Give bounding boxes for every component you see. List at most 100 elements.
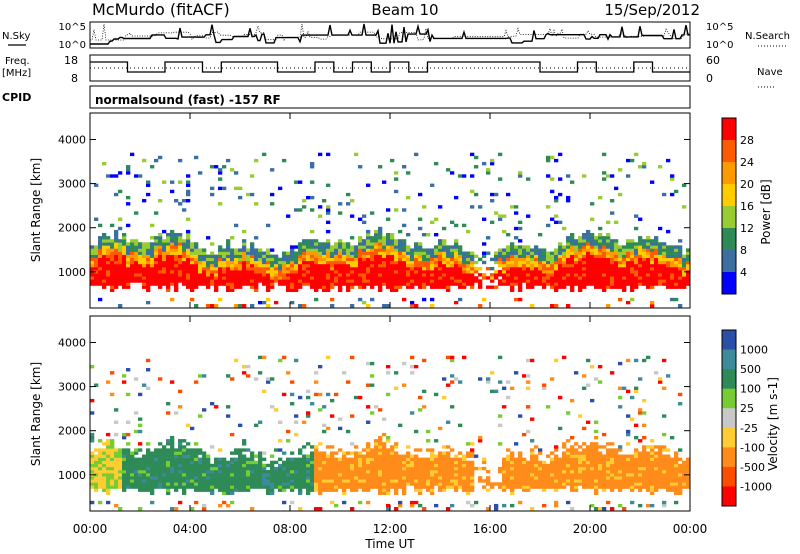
heatmap-cell — [350, 214, 355, 218]
heatmap-cell — [610, 174, 615, 178]
heatmap-cell — [238, 285, 243, 289]
heatmap-cell — [646, 469, 651, 474]
heatmap-cell — [306, 273, 311, 277]
heatmap-cell — [274, 260, 279, 265]
heatmap-cell — [510, 463, 515, 468]
heatmap-cell — [654, 476, 659, 480]
heatmap-cell — [598, 485, 603, 489]
cpid-text: normalsound (fast) -157 RF — [95, 93, 281, 107]
heatmap-cell — [166, 276, 171, 280]
heatmap-cell — [406, 479, 411, 483]
heatmap-cell — [534, 279, 539, 283]
heatmap-cell — [122, 273, 127, 277]
heatmap-cell — [382, 304, 387, 308]
heatmap-cell — [206, 276, 211, 280]
heatmap-cell — [362, 300, 367, 305]
heatmap-cell — [118, 276, 123, 280]
heatmap-cell — [94, 479, 99, 483]
heatmap-cell — [598, 273, 603, 277]
heatmap-cell — [382, 485, 387, 489]
heatmap-cell — [326, 257, 331, 262]
heatmap-cell — [610, 266, 615, 271]
heatmap-cell — [610, 485, 615, 489]
heatmap-cell — [170, 279, 175, 283]
heatmap-cell — [178, 445, 183, 449]
heatmap-cell — [154, 257, 159, 262]
heatmap-cell — [542, 254, 547, 259]
heatmap-cell — [574, 457, 579, 462]
heatmap-cell — [166, 476, 171, 480]
heatmap-cell — [322, 245, 327, 249]
heatmap-cell — [314, 445, 319, 449]
heatmap-cell — [642, 254, 647, 259]
heatmap-cell — [646, 248, 651, 252]
heatmap-cell — [562, 485, 567, 489]
heatmap-cell — [238, 279, 243, 283]
heatmap-cell — [286, 260, 291, 265]
heatmap-cell — [646, 454, 651, 458]
heatmap-cell — [486, 251, 491, 255]
heatmap-cell — [678, 279, 683, 283]
heatmap-cell — [294, 482, 299, 486]
heatmap-cell — [138, 266, 143, 271]
heatmap-cell — [282, 282, 287, 286]
heatmap-cell — [218, 257, 223, 262]
heatmap-cell — [342, 451, 347, 455]
heatmap-cell — [686, 248, 691, 252]
heatmap-cell — [390, 239, 395, 243]
heatmap-cell — [114, 270, 119, 274]
heatmap-cell — [358, 165, 363, 169]
heatmap-cell — [602, 463, 607, 468]
heatmap-cell — [382, 448, 387, 452]
heatmap-cell — [614, 239, 619, 243]
heatmap-cell — [450, 355, 455, 360]
heatmap-cell — [550, 377, 555, 381]
heatmap-cell — [210, 165, 215, 169]
heatmap-cell — [682, 257, 687, 262]
heatmap-cell — [178, 476, 183, 480]
heatmap-cell — [130, 239, 135, 243]
heatmap-cell — [642, 466, 647, 471]
colorbar-swatch — [722, 140, 736, 163]
heatmap-cell — [266, 485, 271, 489]
heatmap-cell — [190, 279, 195, 283]
heatmap-cell — [518, 454, 523, 458]
heatmap-cell — [366, 266, 371, 271]
heatmap-cell — [90, 485, 95, 489]
heatmap-cell — [318, 488, 323, 492]
heatmap-cell — [122, 239, 127, 243]
heatmap-cell — [314, 392, 319, 397]
heatmap-cell — [290, 469, 295, 474]
heatmap-cell — [630, 463, 635, 468]
heatmap-cell — [102, 242, 107, 246]
heatmap-cell — [186, 229, 191, 234]
heatmap-cell — [490, 220, 495, 225]
heatmap-cell — [570, 245, 575, 249]
heatmap-cell — [274, 279, 279, 283]
heatmap-cell — [470, 485, 475, 489]
heatmap-cell — [378, 451, 383, 455]
heatmap-cell — [122, 380, 127, 384]
heatmap-cell — [442, 270, 447, 274]
heatmap-cell — [298, 285, 303, 289]
heatmap-cell — [202, 260, 207, 265]
heatmap-cell — [478, 304, 483, 308]
heatmap-cell — [270, 485, 275, 489]
heatmap-cell — [194, 273, 199, 277]
heatmap-cell — [422, 482, 427, 486]
heatmap-cell — [194, 270, 199, 274]
heatmap-cell — [586, 242, 591, 246]
heatmap-cell — [334, 488, 339, 492]
heatmap-cell — [162, 242, 167, 246]
heatmap-cell — [298, 507, 303, 511]
heatmap-cell — [354, 457, 359, 462]
heatmap-cell — [386, 460, 391, 465]
heatmap-cell — [598, 445, 603, 449]
heatmap-cell — [130, 248, 135, 252]
heatmap-cell — [262, 451, 267, 455]
heatmap-cell — [146, 266, 151, 271]
heatmap-cell — [330, 482, 335, 486]
heatmap-cell — [446, 282, 451, 286]
heatmap-cell — [290, 485, 295, 489]
colorbar-swatch — [722, 330, 736, 351]
